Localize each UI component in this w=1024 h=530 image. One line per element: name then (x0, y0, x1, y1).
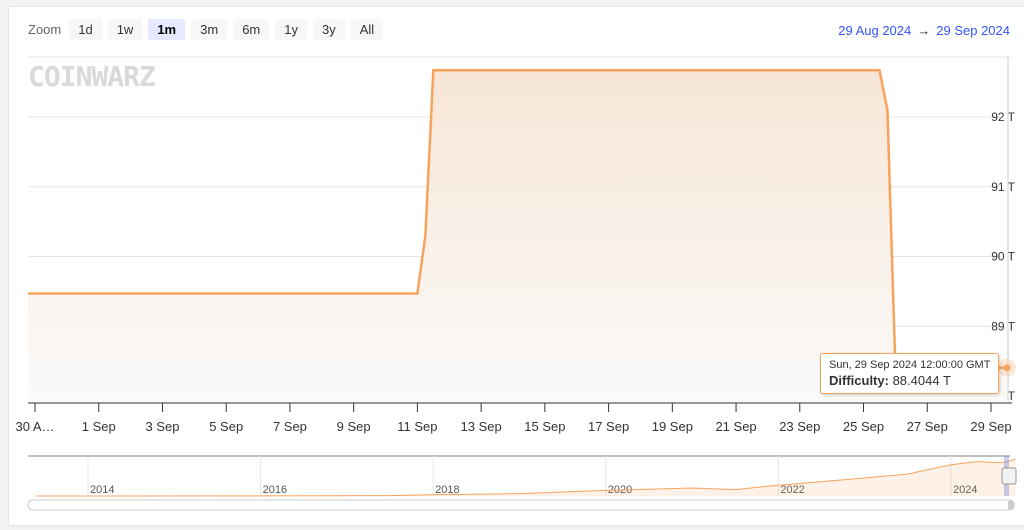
scrollbar[interactable] (27, 499, 1015, 511)
x-tick-label: 21 Sep (715, 419, 756, 434)
x-tick-label: 1 Sep (82, 419, 116, 434)
zoom-button-3m[interactable]: 3m (191, 19, 228, 40)
navigator-label: 2014 (90, 484, 114, 496)
zoom-label: Zoom (28, 22, 62, 37)
coinwarz-logo: COINWARZ (28, 60, 155, 93)
range-to[interactable]: 29 Sep 2024 (936, 23, 1010, 38)
y-tick-label: 92 T (991, 110, 1015, 124)
zoom-button-3y[interactable]: 3y (312, 19, 345, 40)
zoom-button-1m[interactable]: 1m (148, 19, 186, 40)
zoom-button-1y[interactable]: 1y (275, 19, 307, 40)
scrollbar-thumb[interactable] (1008, 500, 1014, 510)
x-tick-label: 23 Sep (779, 419, 820, 434)
navigator-label: 2016 (263, 484, 287, 496)
tooltip-series: Difficulty: (829, 373, 889, 388)
x-tick-label: 25 Sep (843, 419, 884, 434)
navigator-line (36, 458, 1016, 497)
zoom-button-1d[interactable]: 1d (69, 19, 102, 40)
navigator-label: 2018 (435, 484, 459, 496)
x-tick-label: 9 Sep (337, 419, 371, 434)
x-tick-label: 15 Sep (524, 419, 565, 434)
y-tick-label: 89 T (991, 319, 1015, 333)
x-tick-label: 17 Sep (588, 419, 629, 434)
navigator-label: 2024 (953, 484, 977, 496)
y-tick-label: 90 T (991, 250, 1015, 264)
x-tick-label: 19 Sep (652, 419, 693, 434)
zoom-button-All[interactable]: All (350, 19, 384, 40)
tooltip-value: 88.4044 T (892, 373, 951, 388)
navigator (28, 456, 1010, 496)
y-tick-label: 91 T (991, 180, 1015, 194)
tooltip-date: Sun, 29 Sep 2024 12:00:00 GMT (829, 359, 991, 371)
x-tick-label: 5 Sep (209, 419, 243, 434)
range-arrow: → (917, 23, 931, 38)
x-tick-label: 30 A… (15, 419, 54, 434)
series-area (28, 70, 1007, 402)
x-tick-label: 3 Sep (145, 419, 179, 434)
navigator-handle[interactable] (1001, 467, 1017, 485)
range-from[interactable]: 29 Aug 2024 (838, 23, 912, 38)
series-line (28, 69, 1007, 370)
x-tick-label: 11 Sep (397, 419, 437, 434)
x-tick-label: 27 Sep (907, 419, 948, 434)
navigator-label: 2022 (780, 484, 804, 496)
tooltip: Sun, 29 Sep 2024 12:00:00 GMT Difficulty… (820, 353, 1000, 394)
date-range: 29 Aug 2024 → 29 Sep 2024 (838, 23, 1010, 38)
x-tick-label: 13 Sep (461, 419, 502, 434)
zoom-button-6m[interactable]: 6m (233, 19, 270, 40)
zoom-selector: Zoom 1d 1w 1m 3m 6m 1y 3y All (28, 19, 384, 40)
hover-marker (1003, 364, 1011, 372)
x-tick-label: 29 Sep (970, 419, 1011, 434)
navigator-area (28, 459, 1016, 496)
x-tick-label: 7 Sep (273, 419, 307, 434)
zoom-button-1w[interactable]: 1w (107, 19, 143, 40)
